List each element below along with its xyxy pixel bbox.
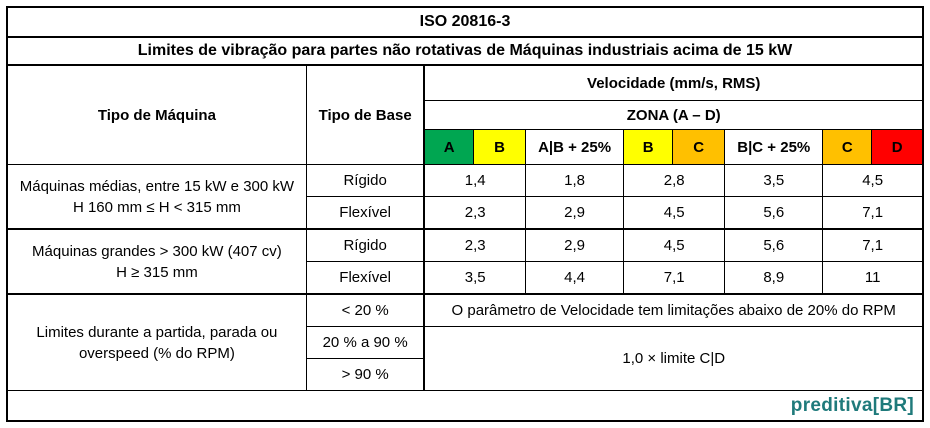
- zone-col-c: C: [672, 129, 726, 165]
- base-type-cell: Flexível: [305, 196, 425, 230]
- startup-limits-label: Limites durante a partida, parada ou ove…: [6, 293, 307, 391]
- value-cell: 11: [822, 261, 924, 295]
- rpm-range-cell: 20 % a 90 %: [305, 326, 425, 359]
- machine-group-large-line2: H ≥ 315 mm: [116, 263, 198, 281]
- rpm-range-cell: < 20 %: [305, 293, 425, 327]
- value-cell: 4,5: [623, 228, 726, 262]
- value-cell: 4,4: [525, 261, 625, 295]
- value-cell: 4,5: [822, 164, 924, 197]
- brand-logo: preditiva[BR]: [6, 390, 924, 422]
- value-cell: 1,8: [525, 164, 625, 197]
- machine-group-medium-line1: Máquinas médias, entre 15 kW e 300 kW: [19, 177, 295, 195]
- value-cell: 1,4: [423, 164, 527, 197]
- standard-title: ISO 20816-3: [6, 6, 924, 38]
- value-cell: 2,9: [525, 228, 625, 262]
- table-subtitle: Limites de vibração para partes não rota…: [6, 36, 924, 66]
- rpm-range-cell: > 90 %: [305, 358, 425, 391]
- value-cell: 2,9: [525, 196, 625, 230]
- value-cell: 7,1: [822, 196, 924, 230]
- value-cell: 8,9: [724, 261, 824, 295]
- base-type-cell: Rígido: [305, 228, 425, 262]
- zone-col-b2: B: [623, 129, 674, 165]
- value-cell: 2,8: [623, 164, 726, 197]
- machine-type-header: Tipo de Máquina: [6, 64, 307, 165]
- base-type-header: Tipo de Base: [305, 64, 425, 165]
- limit-cd-note: 1,0 × limite C|D: [423, 326, 924, 391]
- startup-limits-line1: Limites durante a partida, parada ou: [36, 323, 278, 341]
- zone-col-a: A: [423, 129, 474, 165]
- value-cell: 2,3: [423, 228, 527, 262]
- zone-range-header: ZONA (A – D): [423, 100, 924, 130]
- machine-group-large-line1: Máquinas grandes > 300 kW (407 cv): [32, 242, 282, 260]
- zone-col-b: B: [472, 129, 527, 165]
- value-cell: 5,6: [724, 196, 824, 230]
- iso-20816-3-table: ISO 20816-3 Limites de vibração para par…: [6, 6, 924, 422]
- machine-group-medium-line2: H 160 mm ≤ H < 315 mm: [72, 198, 241, 216]
- value-cell: 7,1: [623, 261, 726, 295]
- value-cell: 3,5: [423, 261, 527, 295]
- velocity-limitation-note: O parâmetro de Velocidade tem limitações…: [423, 293, 924, 327]
- value-cell: 7,1: [822, 228, 924, 262]
- machine-group-medium-label: Máquinas médias, entre 15 kW e 300 kW H …: [6, 164, 307, 230]
- value-cell: 2,3: [423, 196, 527, 230]
- base-type-cell: Rígido: [305, 164, 425, 197]
- value-cell: 3,5: [724, 164, 824, 197]
- value-cell: 4,5: [623, 196, 726, 230]
- value-cell: 5,6: [724, 228, 824, 262]
- zone-col-c2: C: [822, 129, 873, 165]
- zone-col-ab25: A|B + 25%: [525, 129, 625, 165]
- base-type-cell: Flexível: [305, 261, 425, 295]
- zone-col-d: D: [871, 129, 924, 165]
- velocity-header: Velocidade (mm/s, RMS): [423, 64, 924, 101]
- machine-group-large-label: Máquinas grandes > 300 kW (407 cv) H ≥ 3…: [6, 228, 307, 295]
- zone-col-bc25: B|C + 25%: [724, 129, 824, 165]
- startup-limits-line2: overspeed (% do RPM): [78, 344, 235, 362]
